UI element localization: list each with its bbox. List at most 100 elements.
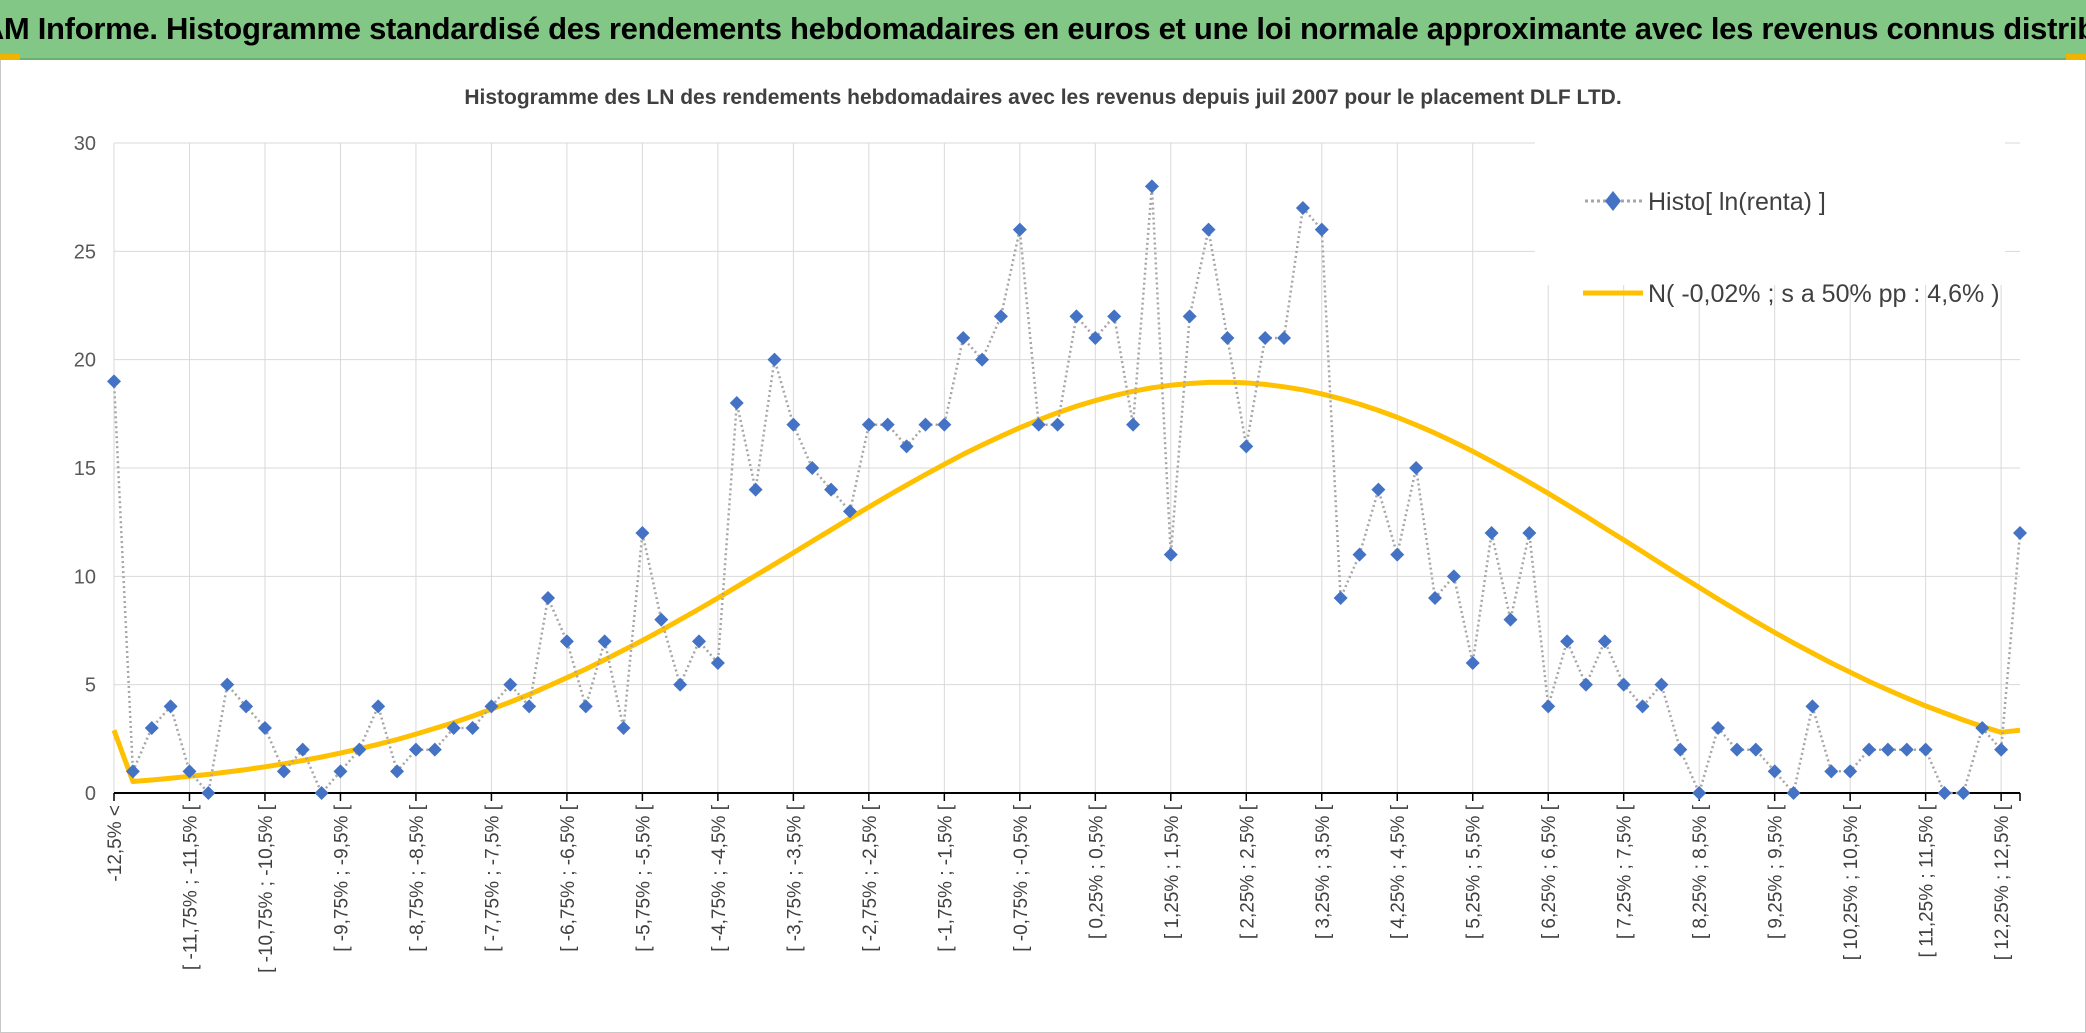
histogram-point xyxy=(2013,526,2027,540)
x-tick-label: [ 8,25% ; 8,5% [ xyxy=(1690,804,1711,939)
histogram-point xyxy=(1541,699,1556,714)
histogram-point xyxy=(956,331,971,345)
x-tick-label: [ 5,25% ; 5,5% [ xyxy=(1464,804,1485,939)
histogram-point xyxy=(201,786,216,800)
histogram-point xyxy=(767,352,782,367)
histogram-point xyxy=(616,721,631,735)
histogram-point xyxy=(1994,742,2009,757)
corner-accent-right xyxy=(2066,54,2086,60)
histogram-point xyxy=(1088,331,1103,345)
histogram-point xyxy=(937,417,952,432)
x-tick-label: [ -1,75% ; -1,5% [ xyxy=(935,804,956,952)
histogram-point xyxy=(1635,699,1650,714)
legend-normal-label: N( -0,02% ; s a 50% pp : 4,6% ) xyxy=(1648,280,2000,308)
histogram-point xyxy=(1805,699,1820,714)
histogram-point xyxy=(1522,526,1537,540)
histogram-point xyxy=(1050,417,1065,432)
histogram-point xyxy=(427,742,442,757)
x-tick-label: [ 3,25% ; 3,5% [ xyxy=(1313,804,1334,939)
histogram-point xyxy=(163,699,178,714)
x-tick-label: [ -2,75% ; -2,5% [ xyxy=(860,804,881,952)
report-title: ADAM Informe. Histogramme standardisé de… xyxy=(0,11,2086,46)
histogram-point xyxy=(1956,786,1971,800)
gridlines xyxy=(113,142,2020,793)
histogram-point xyxy=(1918,742,1933,757)
histogram-point xyxy=(1012,222,1027,237)
x-tick-label: [ -7,75% ; -7,5% [ xyxy=(482,804,503,952)
histogram-point xyxy=(1484,526,1499,540)
histogram-point xyxy=(1578,677,1593,692)
histogram-point xyxy=(1824,764,1839,779)
histogram-point xyxy=(578,699,593,714)
y-axis-ticks: 0 5 10 15 20 25 30 xyxy=(74,133,96,805)
histogram-point xyxy=(1126,417,1141,432)
histogram-point xyxy=(465,721,480,735)
histogram-point xyxy=(692,634,707,649)
histogram-point xyxy=(295,742,310,757)
histogram-point xyxy=(842,504,857,519)
histogram-point xyxy=(654,612,669,627)
histogram-point xyxy=(1390,547,1405,562)
x-tick-label: [ -4,75% ; -4,5% [ xyxy=(709,804,730,952)
histogram-point xyxy=(710,656,725,670)
histogram-point xyxy=(1239,439,1254,454)
histogram-point xyxy=(1597,634,1612,649)
histogram-point xyxy=(1654,677,1669,692)
histogram-point xyxy=(1975,721,1990,735)
x-tick-label: [ 0,25% ; 0,5% [ xyxy=(1086,804,1107,939)
histogram-point xyxy=(182,764,197,779)
histogram-point xyxy=(918,417,933,432)
histogram-point xyxy=(1843,764,1858,779)
x-tick-label: [ -8,75% ; -8,5% [ xyxy=(407,804,428,952)
histogram-point xyxy=(1503,612,1518,627)
histogram-point xyxy=(673,677,688,692)
legend-histo-label: Histo[ ln(renta) ] xyxy=(1648,188,1826,216)
histogram-point xyxy=(1069,309,1084,324)
histogram-point xyxy=(1182,309,1197,324)
x-tick-label: [ -6,75% ; -6,5% [ xyxy=(558,804,579,952)
x-axis-ticks: -12,5% < [ -11,75% ; -11,5% [[ -10,75% ; … xyxy=(105,793,2021,973)
histogram-point xyxy=(1767,764,1782,779)
histogram-point xyxy=(861,417,876,432)
histogram-point xyxy=(1031,417,1046,432)
x-tick-label: [ 10,25% ; 10,5% [ xyxy=(1841,804,1862,960)
histogram-point xyxy=(1258,331,1273,345)
x-tick-label: [ 6,25% ; 6,5% [ xyxy=(1539,804,1560,939)
histogram-point xyxy=(522,699,537,714)
histogram-point xyxy=(975,352,990,367)
histogram-point xyxy=(1277,331,1292,345)
histogram-point xyxy=(144,721,159,735)
histogram-point xyxy=(1409,461,1424,475)
x-tick-label: [ -5,75% ; -5,5% [ xyxy=(633,804,654,952)
histogram-point xyxy=(408,742,423,757)
histogram-point xyxy=(559,634,574,649)
x-tick-label: [ 2,25% ; 2,5% [ xyxy=(1237,804,1258,939)
histogram-point xyxy=(1446,569,1461,584)
histogram-point xyxy=(1937,786,1952,800)
histogram-point xyxy=(1352,547,1367,562)
histogram-point xyxy=(484,699,499,714)
y-tick-label: 0 xyxy=(85,783,96,805)
histogram-point xyxy=(729,396,744,410)
histogram-point xyxy=(1899,742,1914,757)
histogram-point xyxy=(1465,656,1480,670)
histogram-point xyxy=(276,764,291,779)
x-tick-label: [ 7,25% ; 7,5% [ xyxy=(1615,804,1636,939)
histogram-point xyxy=(1163,547,1178,562)
histogram-point xyxy=(1862,742,1877,757)
histogram-point xyxy=(786,417,801,432)
histogram-point xyxy=(1333,591,1348,605)
x-tick-label: [ 4,25% ; 4,5% [ xyxy=(1388,804,1409,939)
histogram-point xyxy=(1692,786,1707,800)
histogram-point xyxy=(371,699,386,714)
y-tick-label: 10 xyxy=(74,566,96,588)
x-tick-label: [ -0,75% ; -0,5% [ xyxy=(1011,804,1032,952)
histogram-point xyxy=(597,634,612,649)
y-tick-label: 15 xyxy=(74,458,96,480)
histogram-point xyxy=(1748,742,1763,757)
histogram-point xyxy=(314,786,329,800)
y-tick-label: 5 xyxy=(85,675,96,697)
histogram-point xyxy=(541,591,556,605)
histogram-point xyxy=(1880,742,1895,757)
x-tick-label: [ 12,25% ; 12,5% [ xyxy=(1992,804,2013,960)
